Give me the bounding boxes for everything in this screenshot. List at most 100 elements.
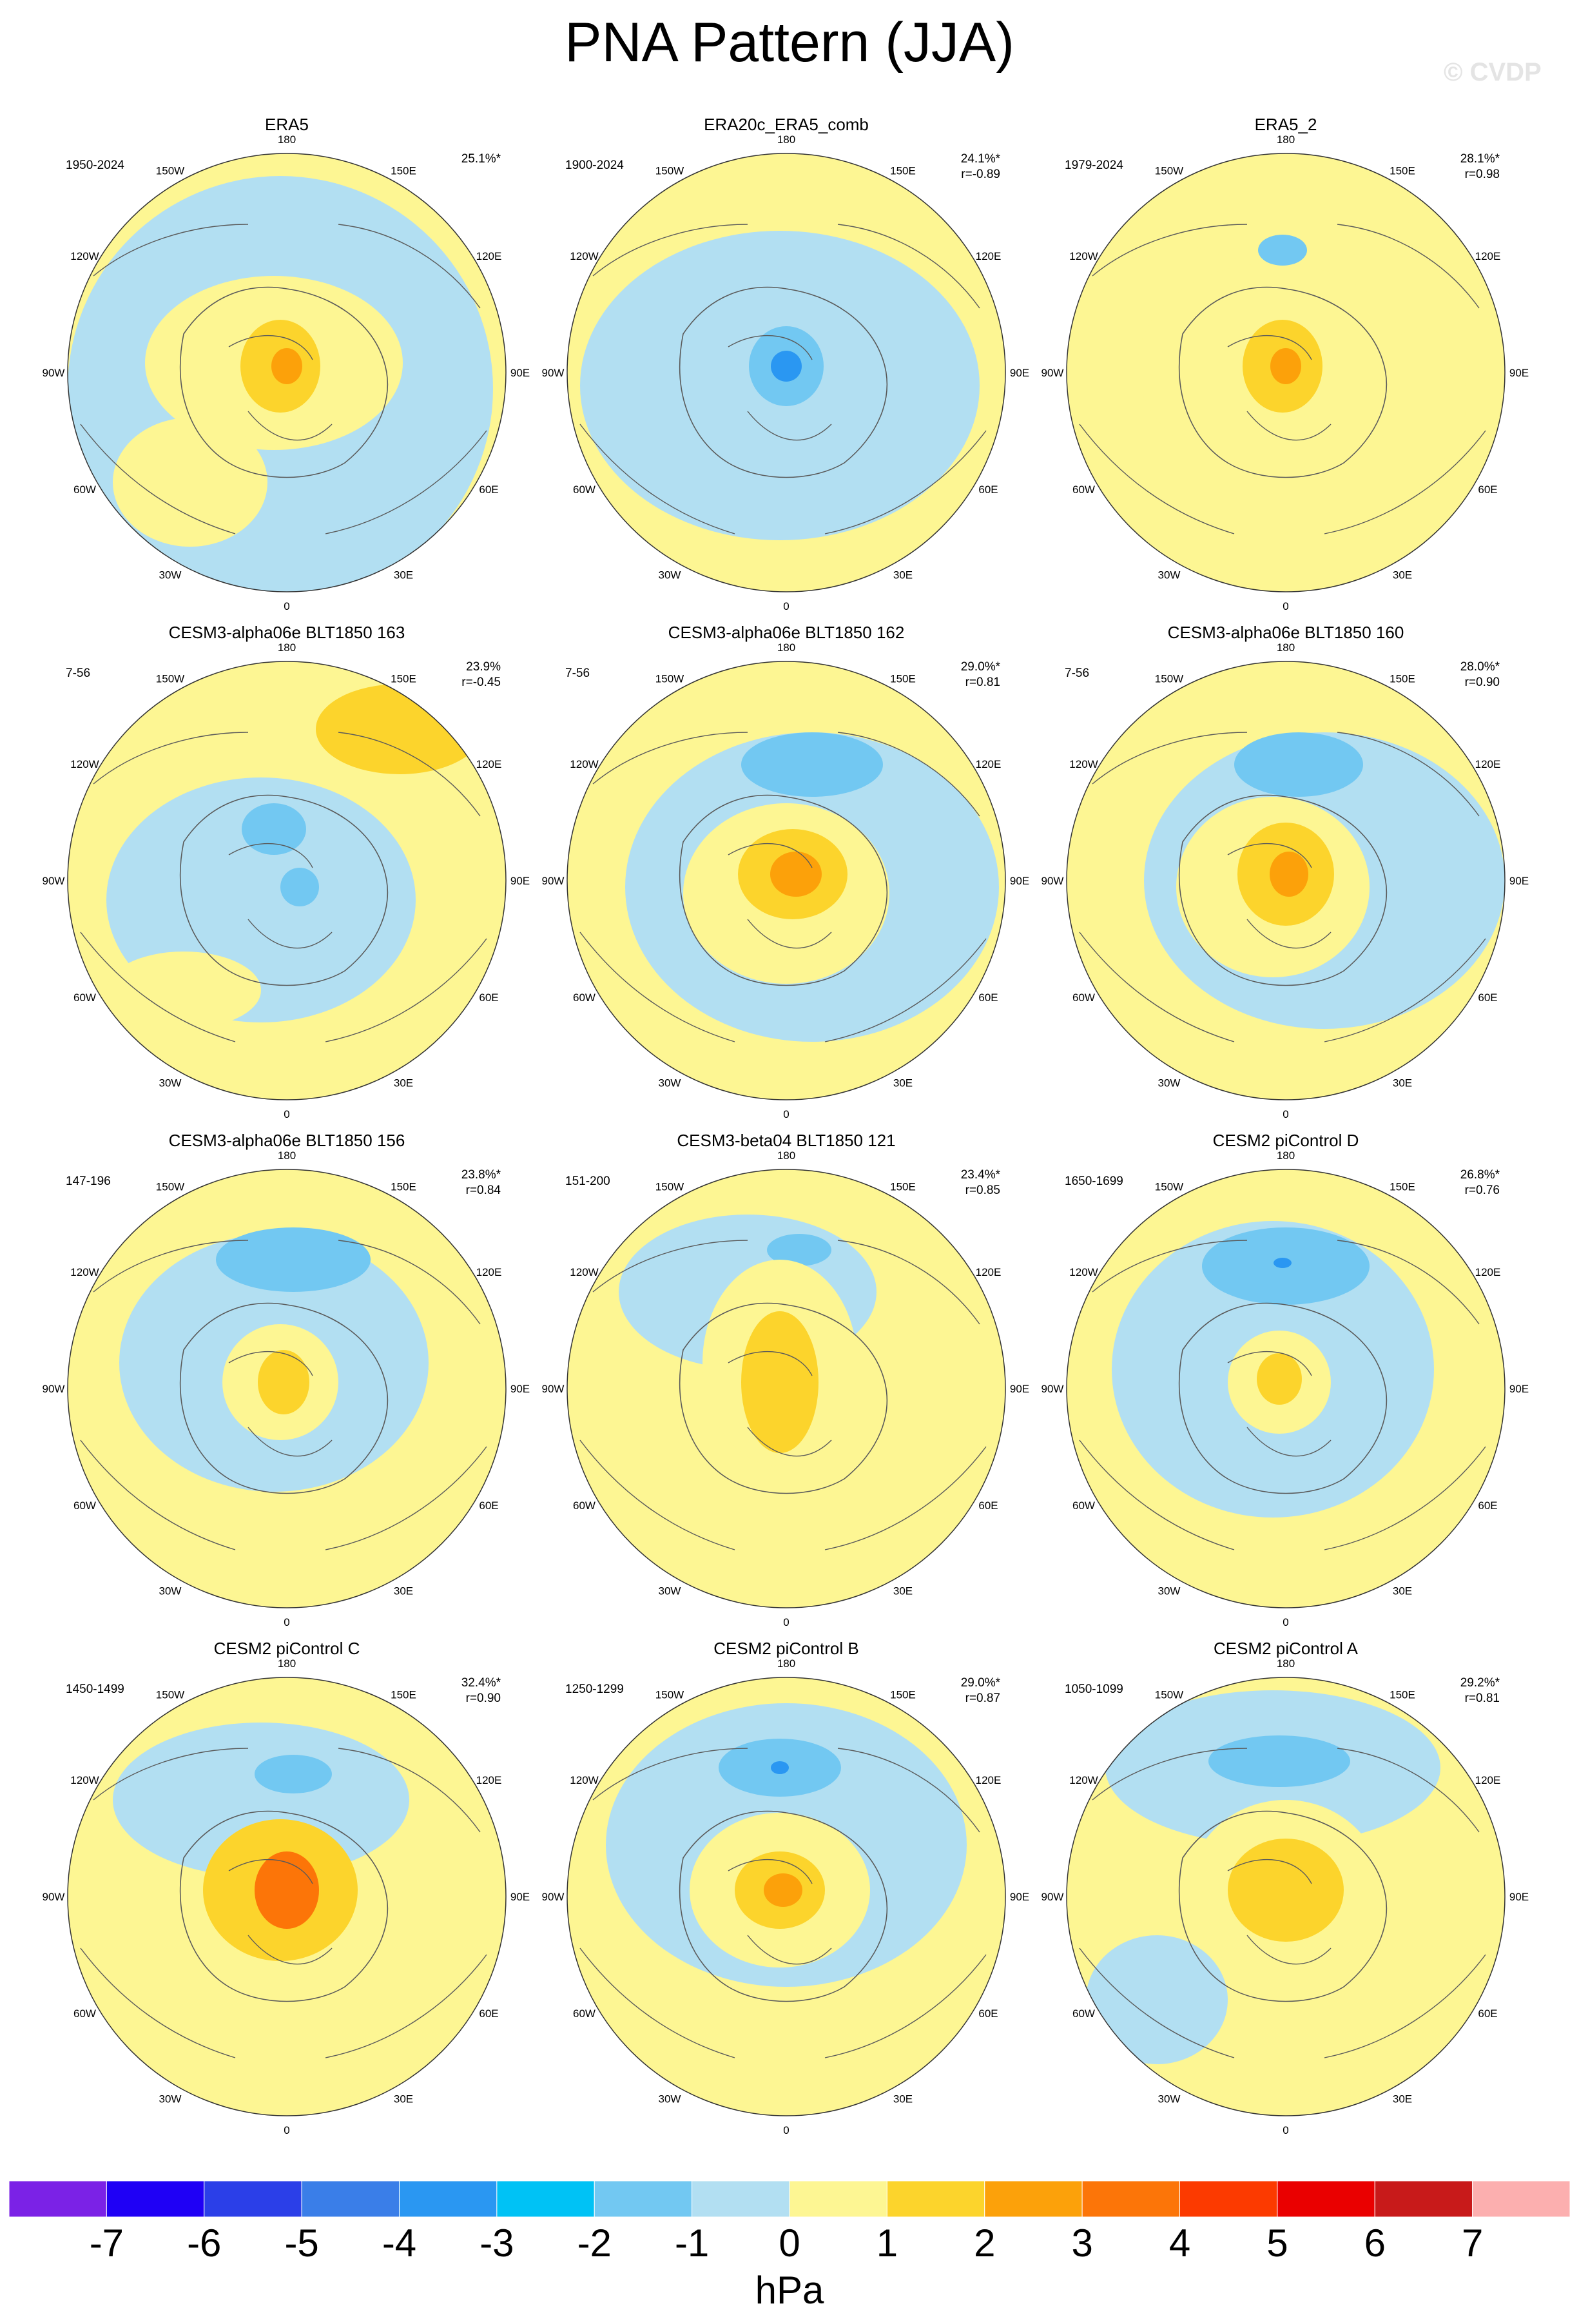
longitude-label: 120W: [570, 250, 598, 262]
longitude-label: 180: [1277, 1657, 1295, 1670]
anomaly-region: [1157, 153, 1415, 263]
longitude-label: 150W: [1155, 1180, 1183, 1193]
longitude-label: 120W: [570, 1266, 598, 1278]
colorbar-segment: [399, 2181, 498, 2217]
map-boundary: [67, 661, 507, 1100]
panel-variance-explained: 23.9%: [466, 660, 501, 674]
longitude-label: 90E: [510, 1383, 530, 1395]
longitude-label: 180: [777, 1149, 795, 1162]
longitude-label: 0: [1283, 1108, 1288, 1120]
longitude-label: 90E: [1010, 875, 1029, 887]
colorbar-segment: [1179, 2181, 1278, 2217]
longitude-label: 150W: [1155, 672, 1183, 685]
panel-years: 7-56: [1065, 667, 1090, 680]
panel-years: 7-56: [66, 667, 91, 680]
longitude-label: 180: [1277, 641, 1295, 654]
colorbar-tick-label: -6: [187, 2221, 222, 2265]
longitude-label: 30E: [893, 569, 913, 581]
longitude-label: 120E: [976, 758, 1002, 770]
longitude-label: 120W: [70, 250, 99, 262]
panel-variance-explained: 24.1%*: [960, 152, 1000, 166]
longitude-label: 0: [284, 1108, 289, 1120]
panel-variance-explained: 23.4%*: [960, 1168, 1000, 1182]
colorbar-segment: [496, 2181, 595, 2217]
polar-map: 180 150E 120E 90E 60E 30E 0 30W 60W 90W 120W 150W: [43, 1149, 530, 1628]
anomaly-region: [1234, 732, 1363, 797]
longitude-label: 60E: [1478, 1499, 1497, 1512]
map-boundary: [567, 661, 1006, 1100]
polar-map: 180 150E 120E 90E 60E 30E 0 30W 60W 90W 120W 150W: [542, 133, 1030, 612]
panel-years: 151-200: [565, 1175, 610, 1188]
longitude-label: 90E: [510, 367, 530, 379]
panel-pattern-correlation: r=0.98: [1464, 168, 1500, 181]
panel-pattern-correlation: r=-0.45: [461, 676, 501, 689]
anomaly-region: [113, 1723, 409, 1877]
panel-variance-explained: 23.8%*: [461, 1168, 501, 1182]
anomaly-region: [1274, 1258, 1292, 1268]
panel-title: ERA5: [265, 115, 309, 134]
panel-years: 147-196: [66, 1175, 111, 1188]
panel-title: CESM3-alpha06e BLT1850 160: [1167, 623, 1404, 642]
longitude-label: 90W: [542, 367, 565, 379]
longitude-label: 60E: [1478, 991, 1497, 1004]
longitude-label: 90W: [1041, 1383, 1064, 1395]
anomaly-region: [1270, 852, 1308, 897]
panel-title: CESM2 piControl C: [213, 1639, 360, 1658]
longitude-label: 120E: [1475, 250, 1501, 262]
longitude-label: 180: [777, 133, 795, 146]
map-panel: 180 150E 120E 90E 60E 30E 0 30W 60W 90W 120W 150W CE…: [1034, 1639, 1537, 2148]
anomaly-region: [771, 351, 802, 382]
longitude-label: 150W: [156, 1688, 184, 1701]
longitude-label: 90W: [542, 1891, 565, 1903]
longitude-label: 90W: [43, 367, 65, 379]
map-boundary: [67, 1677, 507, 2116]
anomaly-region: [770, 852, 822, 897]
longitude-label: 90E: [1509, 1383, 1529, 1395]
longitude-label: 90W: [1041, 875, 1064, 887]
colorbar-tick-label: -2: [577, 2221, 612, 2265]
map-boundary: [567, 1169, 1006, 1608]
longitude-label: 0: [284, 2124, 289, 2136]
map-panel: 180 150E 120E 90E 60E 30E 0 30W 60W 90W 120W 150W CE…: [535, 623, 1038, 1132]
map-panel: 180 150E 120E 90E 60E 30E 0 30W 60W 90W 120W 150W CE…: [35, 623, 538, 1132]
anomaly-region: [771, 1761, 789, 1774]
longitude-label: 60W: [573, 483, 596, 496]
longitude-label: 150E: [1390, 164, 1415, 177]
anomaly-region: [255, 1851, 319, 1929]
longitude-label: 30W: [159, 1077, 182, 1089]
panel-years: 1950-2024: [66, 159, 124, 172]
panel-pattern-correlation: r=0.81: [1464, 1692, 1500, 1705]
longitude-label: 150E: [1390, 672, 1415, 685]
panel-pattern-correlation: r=0.85: [965, 1184, 1000, 1197]
longitude-label: 60W: [573, 991, 596, 1004]
map-boundary: [1066, 1169, 1506, 1608]
panel-pattern-correlation: r=0.87: [965, 1692, 1000, 1705]
longitude-label: 90W: [43, 875, 65, 887]
colorbar-segment: [106, 2181, 205, 2217]
longitude-label: 90E: [1509, 875, 1529, 887]
longitude-label: 150E: [1390, 1180, 1415, 1193]
colorbar-segment: [301, 2181, 400, 2217]
panel-pattern-correlation: r=0.81: [965, 676, 1000, 689]
panel-title: ERA20c_ERA5_comb: [704, 115, 869, 134]
panel-title: CESM2 piControl B: [713, 1639, 859, 1658]
colorbar-segment: [1081, 2181, 1180, 2217]
panel-title: ERA5_2: [1254, 115, 1317, 134]
map-panel: 180 150E 120E 90E 60E 30E 0 30W 60W 90W 120W 150W CE…: [35, 1131, 538, 1640]
longitude-label: 30E: [1393, 569, 1412, 581]
longitude-label: 60E: [479, 2007, 498, 2020]
map-panel: 180 150E 120E 90E 60E 30E 0 30W 60W 90W 120W 150W ER…: [535, 115, 1038, 624]
longitude-label: 90W: [542, 875, 565, 887]
map-boundary: [67, 153, 507, 592]
longitude-label: 30W: [1158, 569, 1181, 581]
map-panel: 180 150E 120E 90E 60E 30E 0 30W 60W 90W 120W 150W CE…: [535, 1639, 1038, 2148]
colorbar-tick-label: 6: [1364, 2221, 1386, 2265]
longitude-label: 30E: [1393, 1585, 1412, 1597]
anomaly-region: [1257, 1353, 1302, 1405]
polar-map: 180 150E 120E 90E 60E 30E 0 30W 60W 90W 120W 150W: [1041, 133, 1529, 612]
longitude-label: 60W: [573, 2007, 596, 2020]
longitude-label: 60W: [573, 1499, 596, 1512]
longitude-label: 30W: [1158, 1585, 1181, 1597]
longitude-label: 120W: [1069, 1266, 1098, 1278]
panel-years: 1450-1499: [66, 1683, 124, 1696]
